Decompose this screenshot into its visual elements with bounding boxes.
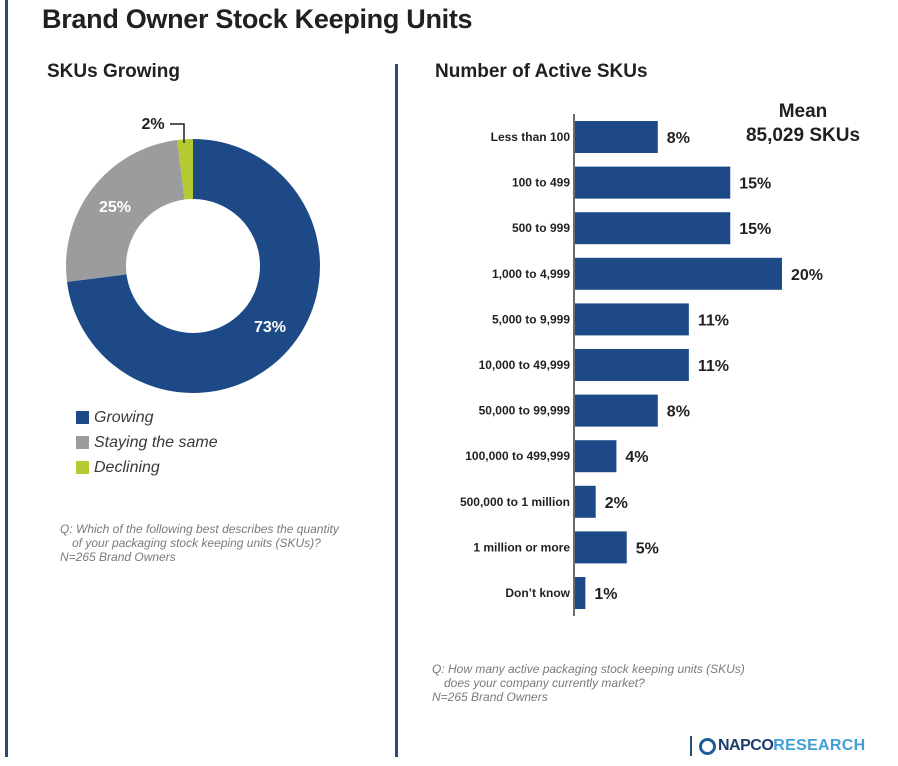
note-line: of your packaging stock keeping units (S… bbox=[72, 536, 321, 550]
bar-category-label: Less than 100 bbox=[491, 130, 571, 144]
bar-5 bbox=[575, 349, 689, 381]
legend-item-growing: Growing bbox=[76, 405, 218, 430]
bar-question-note: Q: How many active packaging stock keepi… bbox=[432, 662, 745, 704]
bar-value-label: 5% bbox=[636, 540, 659, 557]
legend-swatch-staying-same bbox=[76, 436, 89, 449]
bar-category-label: 1 million or more bbox=[473, 540, 570, 554]
logo-brand: NAPCO bbox=[718, 737, 774, 754]
bar-category-label: 100,000 to 499,999 bbox=[465, 449, 570, 463]
bar-category-label: 100 to 499 bbox=[512, 176, 570, 190]
panel-divider bbox=[395, 64, 398, 757]
donut-chart-title: SKUs Growing bbox=[47, 61, 181, 82]
bar-chart-title: Number of Active SKUs bbox=[435, 61, 648, 82]
bar-4 bbox=[575, 303, 689, 336]
bar-7 bbox=[575, 440, 617, 473]
bar-category-label: 50,000 to 99,999 bbox=[479, 404, 571, 418]
legend-item-staying-same: Staying the same bbox=[76, 430, 218, 455]
note-line: does your company currently market? bbox=[444, 676, 645, 690]
note-sample-size: N=265 Brand Owners bbox=[432, 690, 548, 704]
page-title: Brand Owner Stock Keeping Units bbox=[42, 4, 473, 34]
legend-label: Staying the same bbox=[94, 433, 218, 451]
note-line: Q: Which of the following best describes… bbox=[60, 522, 339, 536]
bar-value-label: 15% bbox=[739, 176, 771, 193]
bar-category-label: 500,000 to 1 million bbox=[460, 495, 570, 509]
bar-value-label: 15% bbox=[739, 221, 771, 238]
bar-value-label: 2% bbox=[605, 495, 628, 512]
logo-suffix: RESEARCH bbox=[773, 737, 866, 754]
donut-label-growing: 73% bbox=[254, 319, 286, 336]
bar-9 bbox=[575, 531, 627, 564]
donut-label-declining: 2% bbox=[141, 116, 164, 133]
bar-6 bbox=[575, 394, 658, 427]
donut-label-staying-same: 25% bbox=[99, 199, 131, 216]
legend-swatch-declining bbox=[76, 461, 89, 474]
donut-slice-declining bbox=[177, 139, 193, 200]
mean-label: Mean bbox=[778, 101, 828, 122]
bar-2 bbox=[575, 212, 731, 245]
logo-bar-icon bbox=[690, 736, 692, 756]
donut-leader-line bbox=[170, 123, 185, 143]
napco-research-logo: NAPCO RESEARCH bbox=[690, 736, 865, 756]
bar-10 bbox=[575, 577, 586, 609]
donut-slice-growing bbox=[67, 139, 320, 394]
left-border-line bbox=[5, 0, 8, 757]
bar-value-label: 11% bbox=[698, 312, 729, 329]
logo-ring-icon bbox=[699, 737, 716, 755]
bar-value-label: 20% bbox=[791, 267, 823, 284]
note-sample-size: N=265 Brand Owners bbox=[60, 550, 176, 564]
legend-label: Declining bbox=[94, 458, 160, 476]
bar-3 bbox=[575, 257, 782, 290]
mean-value: 85,029 SKUs bbox=[745, 125, 861, 146]
bar-value-label: 11% bbox=[698, 358, 729, 375]
bar-value-label: 8% bbox=[667, 404, 690, 421]
bar-0 bbox=[575, 121, 658, 153]
donut-slice-staying-the-same bbox=[66, 140, 185, 282]
legend-label: Growing bbox=[94, 408, 154, 426]
note-line: Q: How many active packaging stock keepi… bbox=[432, 662, 745, 676]
bar-value-label: 4% bbox=[625, 449, 648, 466]
mean-annotation: Mean 85,029 SKUs bbox=[738, 100, 868, 148]
legend-swatch-growing bbox=[76, 411, 89, 424]
donut-question-note: Q: Which of the following best describes… bbox=[60, 522, 339, 564]
bar-8 bbox=[575, 485, 596, 518]
bar-1 bbox=[575, 166, 731, 199]
bar-value-label: 8% bbox=[667, 130, 690, 147]
legend-item-declining: Declining bbox=[76, 455, 218, 480]
bar-category-label: Don’t know bbox=[505, 586, 570, 600]
bar-category-label: 5,000 to 9,999 bbox=[492, 312, 570, 326]
bar-category-label: 10,000 to 49,999 bbox=[479, 358, 571, 372]
bar-category-label: 1,000 to 4,999 bbox=[492, 267, 570, 281]
bar-category-label: 500 to 999 bbox=[512, 221, 570, 235]
donut-legend: Growing Staying the same Declining bbox=[76, 405, 218, 480]
bar-value-label: 1% bbox=[594, 586, 617, 603]
